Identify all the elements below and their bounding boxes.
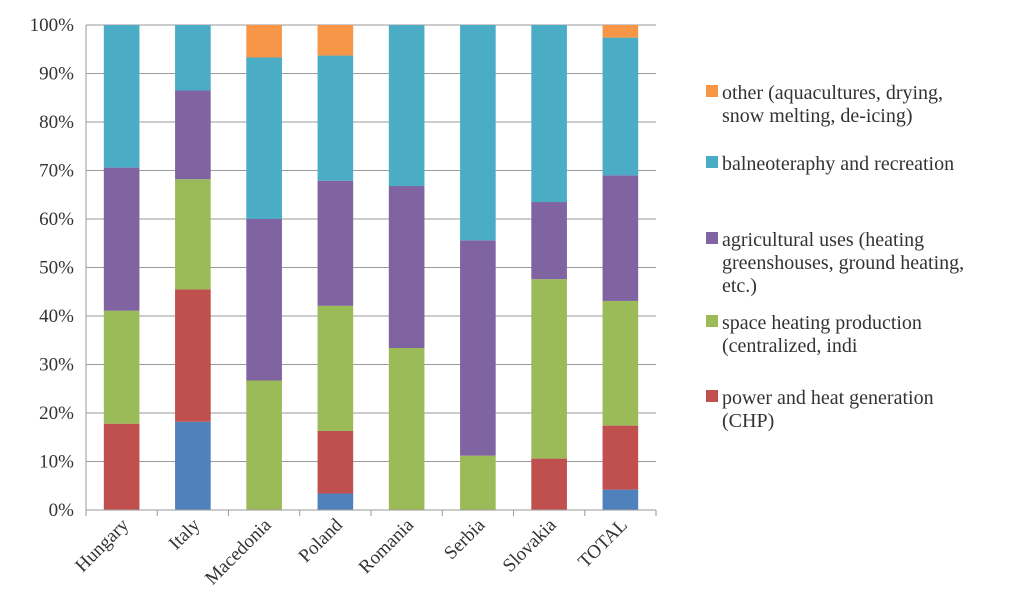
bar-segment-italy-0 — [175, 421, 211, 510]
bar-segment-poland-3 — [317, 180, 354, 306]
bar-segment-macedonia-3 — [246, 219, 282, 381]
bar-segment-hungary-4 — [103, 25, 140, 168]
y-tick-label: 40% — [39, 306, 74, 327]
legend: other (aquacultures, drying, snow melting… — [706, 82, 964, 432]
bar-segment-slovakia-3 — [531, 202, 567, 280]
bar-segment-romania-3 — [388, 186, 425, 349]
legend-label: agricultural uses (heating greenshouses, … — [722, 229, 964, 297]
bar-segment-romania-2 — [388, 348, 425, 510]
y-tick-label: 60% — [39, 209, 74, 230]
bar-segment-total-0 — [602, 489, 639, 510]
legend-label: power and heat generation (CHP) — [722, 387, 934, 432]
bar-segment-italy-3 — [175, 90, 211, 180]
bar-segment-hungary-1 — [103, 423, 140, 510]
bar-segment-hungary-3 — [103, 167, 140, 311]
bar-segment-macedonia-2 — [246, 380, 282, 510]
legend-entry: other (aquacultures, drying, snow melting… — [706, 82, 943, 127]
bar-segment-total-5 — [602, 25, 639, 38]
legend-label: balneoteraphy and recreation — [722, 153, 954, 175]
bar-segment-slovakia-2 — [531, 279, 567, 459]
gridlines — [86, 24, 656, 462]
legend-label: other (aquacultures, drying, snow melting… — [722, 82, 943, 127]
y-tick-label: 100% — [30, 15, 75, 36]
bar-segment-romania-4 — [388, 25, 425, 187]
legend-label: space heating production (centralized, in… — [722, 312, 922, 357]
bar-segment-macedonia-4 — [246, 57, 282, 220]
bar-segment-poland-4 — [317, 55, 354, 181]
y-tick-label: 80% — [39, 112, 74, 133]
bar-segment-poland-0 — [317, 493, 354, 510]
x-tick-label: Serbia — [440, 514, 490, 564]
axes — [85, 25, 657, 516]
bar-segment-italy-1 — [175, 289, 211, 422]
bar-segment-total-1 — [602, 425, 639, 490]
y-tick-label: 90% — [39, 64, 74, 85]
x-tick-label: Macedonia — [201, 514, 276, 589]
y-axis-tick-labels: 0% 10% 20% 30% 40% 50% 60% 70% 80% 90% 100% — [30, 15, 75, 521]
bar-segment-macedonia-5 — [246, 25, 282, 58]
bar-segment-italy-4 — [175, 25, 211, 91]
legend-entry: balneoteraphy and recreation — [706, 153, 954, 175]
bar-segment-italy-2 — [175, 179, 211, 290]
bars — [103, 25, 639, 510]
legend-swatch — [706, 315, 718, 327]
bar-segment-slovakia-4 — [531, 25, 567, 203]
legend-entry: agricultural uses (heating greenshouses, … — [706, 229, 964, 297]
legend-swatch — [706, 85, 718, 97]
x-tick-label: Poland — [295, 514, 348, 567]
bar-segment-poland-1 — [317, 430, 354, 494]
x-tick-label: Hungary — [71, 514, 133, 576]
bar-segment-poland-5 — [317, 25, 354, 56]
bar-segment-total-3 — [602, 175, 639, 301]
bar-segment-slovakia-1 — [531, 458, 567, 510]
bar-segment-serbia-2 — [460, 455, 496, 510]
y-tick-label: 50% — [39, 258, 74, 279]
bar-segment-total-2 — [602, 300, 639, 426]
bar-segment-total-4 — [602, 37, 639, 176]
legend-swatch — [706, 156, 718, 168]
bar-segment-poland-2 — [317, 305, 354, 431]
bar-segment-serbia-4 — [460, 25, 496, 241]
y-tick-label: 10% — [39, 452, 74, 473]
bar-segment-hungary-2 — [103, 310, 140, 424]
bar-segment-serbia-3 — [460, 240, 496, 456]
x-tick-label: Italy — [165, 514, 205, 554]
y-tick-label: 70% — [39, 161, 74, 182]
y-tick-label: 20% — [39, 403, 74, 424]
legend-swatch — [706, 390, 718, 402]
x-tick-label: Romania — [355, 514, 419, 578]
y-tick-label: 30% — [39, 355, 74, 376]
x-tick-label: TOTAL — [574, 515, 632, 573]
x-tick-label: Slovakia — [499, 514, 561, 576]
legend-swatch — [706, 232, 718, 244]
legend-entry: space heating production (centralized, in… — [706, 312, 922, 357]
legend-entry: power and heat generation (CHP) — [706, 387, 934, 432]
y-tick-label: 0% — [49, 500, 75, 521]
